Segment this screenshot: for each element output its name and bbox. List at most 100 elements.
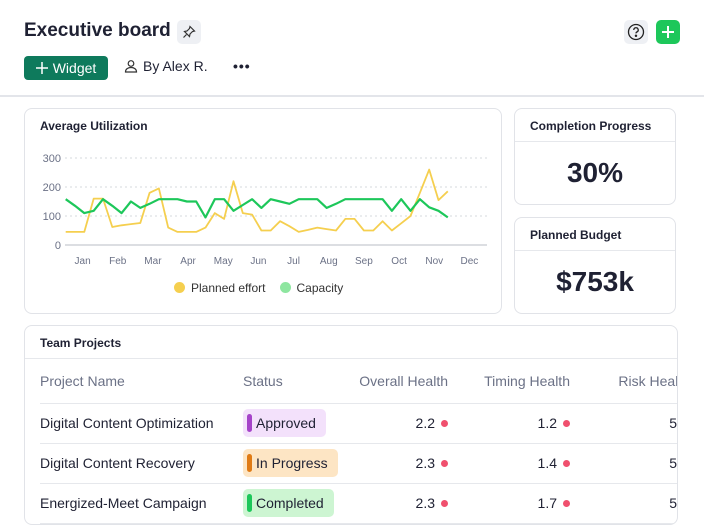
col-status[interactable]: Status	[243, 359, 348, 404]
timing-health-value: 1.7	[537, 495, 557, 511]
x-tick-label: Sep	[355, 256, 373, 267]
status-cell: Approved	[243, 403, 348, 444]
health-dot-icon	[441, 500, 448, 507]
legend-dot	[279, 282, 291, 293]
health-dot-icon	[441, 420, 448, 427]
risk-health-value: 5	[669, 455, 677, 471]
status-bar	[247, 454, 252, 472]
x-tick-label: Feb	[109, 256, 127, 267]
table-header-row: Project Name Status Overall Health Timin…	[40, 359, 677, 404]
user-icon	[124, 60, 138, 73]
utilization-title: Average Utilization	[40, 119, 148, 133]
legend-dot	[174, 282, 185, 293]
add-widget-button[interactable]: Widget	[24, 56, 108, 80]
utilization-chart: 0 100 200 300 Jan Feb Mar Apr May Jun Jul Aug Sep Oct…	[43, 153, 487, 267]
status-badge: Completed	[243, 489, 334, 517]
pin-icon	[183, 25, 196, 38]
page-title: Executive board	[24, 20, 171, 41]
plus-icon	[35, 62, 48, 74]
help-circle-icon	[627, 23, 645, 41]
x-tick-label: Jun	[250, 256, 266, 267]
completion-card: Completion Progress 30%	[514, 108, 676, 205]
x-tick-label: Apr	[180, 256, 196, 267]
overall-health-value: 2.3	[415, 455, 435, 471]
x-tick-label: Jan	[75, 256, 91, 267]
health-dot-icon	[441, 460, 448, 467]
x-tick-label: Mar	[144, 256, 162, 267]
y-tick-label: 0	[55, 240, 61, 252]
status-label: In Progress	[256, 455, 328, 471]
budget-value: $753k	[556, 266, 634, 297]
legend-capacity[interactable]: Capacity	[279, 281, 344, 295]
widget-label: Widget	[52, 60, 97, 76]
owner-label: By Alex R.	[143, 58, 208, 74]
status-badge: In Progress	[243, 449, 338, 477]
overall-health-cell: 2.2	[348, 403, 460, 444]
y-tick-label: 100	[43, 211, 61, 223]
timing-health-value: 1.4	[537, 455, 557, 471]
x-tick-label: Oct	[391, 256, 407, 267]
table-row[interactable]: Digital Content Optimization Approved 2.…	[40, 403, 677, 444]
x-tick-label: Jul	[287, 256, 300, 267]
help-button[interactable]	[624, 20, 648, 44]
header-divider	[0, 95, 704, 97]
risk-health-cell: 5	[580, 443, 677, 484]
owner-button[interactable]: By Alex R.	[124, 58, 208, 74]
health-dot-icon	[563, 420, 570, 427]
budget-title: Planned Budget	[515, 218, 675, 251]
status-label: Approved	[256, 415, 316, 431]
completion-title: Completion Progress	[515, 109, 675, 142]
pin-button[interactable]	[177, 20, 201, 44]
overall-health-cell: 2.3	[348, 443, 460, 484]
status-bar	[247, 494, 252, 512]
y-tick-label: 300	[43, 153, 61, 165]
health-dot-icon	[563, 460, 570, 467]
timing-health-cell: 1.2	[460, 403, 580, 444]
x-tick-label: May	[214, 256, 233, 267]
table-row[interactable]: Digital Content Recovery In Progress 2.3…	[40, 443, 677, 484]
project-name[interactable]: Digital Content Recovery	[40, 443, 243, 484]
legend-label: Planned effort	[191, 281, 266, 295]
status-badge: Approved	[243, 409, 326, 437]
team-projects-title: Team Projects	[25, 326, 677, 359]
timing-health-cell: 1.7	[460, 483, 580, 524]
team-projects-card: Team Projects Project Name Status Overal…	[24, 325, 678, 525]
status-cell: In Progress	[243, 443, 348, 484]
col-overall-health[interactable]: Overall Health	[348, 359, 460, 404]
col-timing-health[interactable]: Timing Health	[460, 359, 580, 404]
projects-table: Project Name Status Overall Health Timin…	[40, 359, 677, 524]
chart-legend: Planned effort Capacity	[174, 281, 343, 295]
series-line-planned-effort	[65, 168, 449, 233]
status-label: Completed	[256, 495, 324, 511]
utilization-card: Average Utilization	[24, 108, 502, 314]
overall-health-cell: 2.3	[348, 483, 460, 524]
overall-health-value: 2.2	[415, 415, 435, 431]
risk-health-cell: 5	[580, 403, 677, 444]
more-options-button[interactable]: •••	[233, 58, 251, 74]
legend-label: Capacity	[296, 281, 344, 295]
status-cell: Completed	[243, 483, 348, 524]
timing-health-value: 1.2	[537, 415, 557, 431]
project-name[interactable]: Digital Content Optimization	[40, 403, 243, 444]
col-risk-health[interactable]: Risk Health	[580, 359, 677, 404]
series-line-capacity	[65, 198, 449, 219]
x-tick-label: Nov	[425, 256, 443, 267]
health-dot-icon	[563, 500, 570, 507]
status-bar	[247, 414, 252, 432]
risk-health-cell: 5	[580, 483, 677, 524]
table-row[interactable]: Energized-Meet Campaign Completed 2.3 1.…	[40, 483, 677, 524]
x-tick-label: Aug	[320, 256, 338, 267]
y-tick-label: 200	[43, 182, 61, 194]
legend-planned[interactable]: Planned effort	[174, 281, 266, 295]
risk-health-value: 5	[669, 415, 677, 431]
add-button[interactable]	[656, 20, 680, 44]
col-project-name[interactable]: Project Name	[40, 359, 243, 404]
plus-icon	[662, 26, 674, 38]
project-name[interactable]: Energized-Meet Campaign	[40, 483, 243, 524]
timing-health-cell: 1.4	[460, 443, 580, 484]
budget-card: Planned Budget $753k	[514, 217, 676, 314]
completion-value: 30%	[566, 157, 624, 188]
risk-health-value: 5	[669, 495, 677, 511]
overall-health-value: 2.3	[415, 495, 435, 511]
x-tick-label: Dec	[461, 256, 479, 267]
